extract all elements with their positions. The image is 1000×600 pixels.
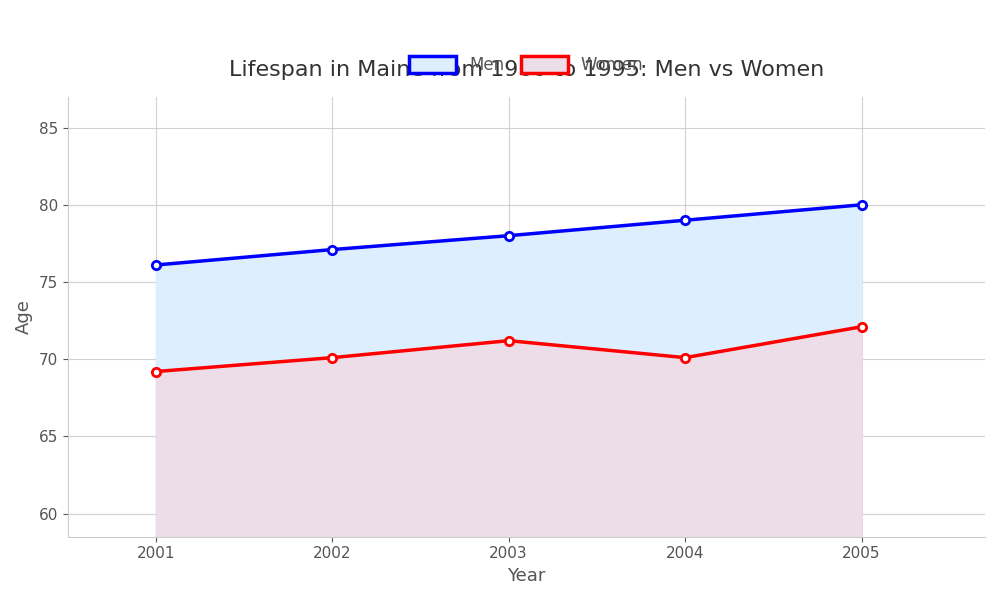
X-axis label: Year: Year: [507, 567, 546, 585]
Y-axis label: Age: Age: [15, 299, 33, 334]
Title: Lifespan in Maine from 1960 to 1995: Men vs Women: Lifespan in Maine from 1960 to 1995: Men…: [229, 60, 824, 80]
Legend: Men, Women: Men, Women: [401, 48, 652, 83]
